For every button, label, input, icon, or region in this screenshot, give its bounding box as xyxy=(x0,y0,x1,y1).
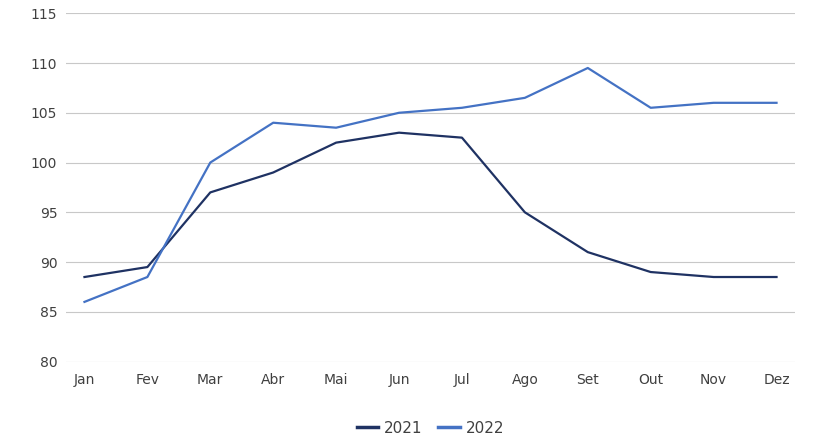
2022 xyxy=(205,160,215,165)
2021 xyxy=(205,190,215,195)
2022 xyxy=(143,274,152,280)
2021 xyxy=(394,130,404,135)
2021 xyxy=(519,209,529,215)
2021 xyxy=(268,170,278,175)
2022 xyxy=(771,100,781,105)
2021 xyxy=(79,274,89,280)
2022 xyxy=(645,105,655,110)
2021 xyxy=(645,269,655,275)
2022 xyxy=(268,120,278,125)
2021 xyxy=(456,135,466,140)
2021 xyxy=(582,250,592,255)
2021 xyxy=(708,274,717,280)
2022 xyxy=(519,95,529,101)
Legend: 2021, 2022: 2021, 2022 xyxy=(351,415,509,441)
2021 xyxy=(771,274,781,280)
2022 xyxy=(394,110,404,116)
2021 xyxy=(331,140,341,145)
2022 xyxy=(79,299,89,305)
2022 xyxy=(456,105,466,110)
2021 xyxy=(143,265,152,270)
2022 xyxy=(331,125,341,131)
Line: 2021: 2021 xyxy=(84,133,776,277)
2022 xyxy=(708,100,717,105)
Line: 2022: 2022 xyxy=(84,68,776,302)
2022 xyxy=(582,65,592,71)
